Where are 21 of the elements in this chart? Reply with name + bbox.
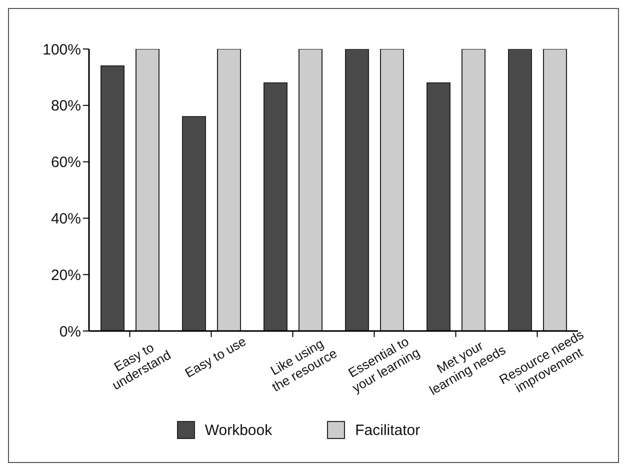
y-tick-label: 100%	[42, 41, 81, 58]
bar	[380, 49, 404, 331]
x-tick-label: Easy to use	[182, 334, 249, 381]
bar	[264, 82, 288, 331]
y-tick-label: 40%	[50, 210, 81, 228]
bar	[100, 65, 124, 331]
bar	[136, 49, 160, 331]
bar	[508, 49, 532, 331]
y-tick-label: 60%	[50, 154, 81, 172]
legend-label: Workbook	[204, 421, 272, 439]
bar	[426, 82, 450, 331]
bar	[182, 116, 206, 331]
y-tick-label: 80%	[50, 98, 81, 115]
bar	[217, 49, 241, 331]
bar	[543, 49, 567, 331]
bar	[345, 49, 369, 331]
y-tick-label: 20%	[50, 266, 81, 284]
y-tick-label: 0%	[59, 323, 81, 340]
legend-label: Facilitator	[354, 421, 420, 439]
bar	[298, 49, 322, 331]
bar	[462, 49, 486, 331]
